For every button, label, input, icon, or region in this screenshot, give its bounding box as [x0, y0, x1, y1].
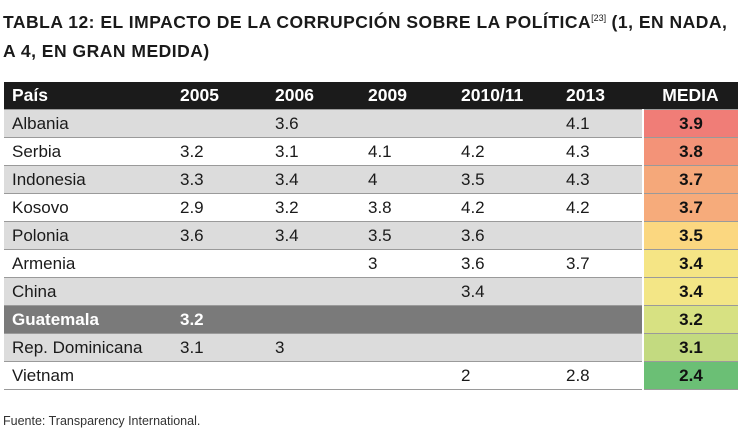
value-cell-y2013: 4.3: [566, 165, 643, 194]
media-cell: 3.1: [642, 333, 738, 362]
value-cell-y2005: [180, 361, 275, 390]
value-cell-y2005: 3.3: [180, 165, 275, 194]
country-cell: Polonia: [4, 221, 180, 250]
source-note: Fuente: Transparency International.: [3, 414, 201, 428]
value-cell-y2010: 3.6: [461, 221, 566, 250]
country-cell: Vietnam: [4, 361, 180, 390]
country-cell: Serbia: [4, 137, 180, 166]
value-cell-y2009: [368, 109, 461, 138]
value-cell-y2009: [368, 277, 461, 306]
value-cell-y2013: [566, 221, 643, 250]
table-row: Rep. Dominicana 3.1 3 3.1: [4, 333, 738, 362]
value-cell-y2009: 4.1: [368, 137, 461, 166]
value-cell-y2005: 3.2: [180, 305, 275, 334]
media-cell: 3.5: [642, 221, 738, 250]
country-cell: Albania: [4, 109, 180, 138]
country-cell: Rep. Dominicana: [4, 333, 180, 362]
title-text-end: (1, EN NADA,: [606, 12, 728, 32]
table-row: Guatemala 3.2 3.2: [4, 305, 738, 334]
header-2013: 2013: [566, 82, 643, 110]
value-cell-y2009: [368, 305, 461, 334]
data-table: País 2005 2006 2009 2010/11 2013 MEDIA A…: [4, 82, 738, 390]
table-row: Kosovo 2.9 3.2 3.8 4.2 4.2 3.7: [4, 193, 738, 222]
header-2009: 2009: [368, 82, 461, 110]
value-cell-y2010: [461, 305, 566, 334]
value-cell-y2006: 3: [275, 333, 368, 362]
table-row: Serbia 3.2 3.1 4.1 4.2 4.3 3.8: [4, 137, 738, 166]
media-cell: 3.4: [642, 249, 738, 278]
value-cell-y2013: 2.8: [566, 361, 643, 390]
header-media: MEDIA: [643, 82, 738, 110]
value-cell-y2006: [275, 249, 368, 278]
header-row: País 2005 2006 2009 2010/11 2013 MEDIA: [4, 82, 738, 110]
value-cell-y2010: 4.2: [461, 193, 566, 222]
value-cell-y2005: 2.9: [180, 193, 275, 222]
table-title: TABLA 12: EL IMPACTO DE LA CORRUPCIÓN SO…: [3, 4, 738, 66]
value-cell-y2005: 3.1: [180, 333, 275, 362]
value-cell-y2013: 4.3: [566, 137, 643, 166]
value-cell-y2010: 3.5: [461, 165, 566, 194]
value-cell-y2009: [368, 361, 461, 390]
value-cell-y2005: [180, 109, 275, 138]
media-cell: 3.8: [642, 137, 738, 166]
value-cell-y2010: 3.6: [461, 249, 566, 278]
media-cell: 3.7: [642, 165, 738, 194]
value-cell-y2009: [368, 333, 461, 362]
value-cell-y2013: [566, 305, 643, 334]
value-cell-y2006: [275, 361, 368, 390]
value-cell-y2009: 3.5: [368, 221, 461, 250]
value-cell-y2009: 3: [368, 249, 461, 278]
table-row: Indonesia 3.3 3.4 4 3.5 4.3 3.7: [4, 165, 738, 194]
value-cell-y2006: 3.2: [275, 193, 368, 222]
value-cell-y2006: 3.1: [275, 137, 368, 166]
value-cell-y2009: 3.8: [368, 193, 461, 222]
value-cell-y2013: [566, 277, 643, 306]
value-cell-y2005: 3.6: [180, 221, 275, 250]
value-cell-y2010: 3.4: [461, 277, 566, 306]
country-cell: China: [4, 277, 180, 306]
value-cell-y2005: 3.2: [180, 137, 275, 166]
value-cell-y2005: [180, 249, 275, 278]
title-text-line2: A 4, EN GRAN MEDIDA): [3, 41, 210, 61]
value-cell-y2013: [566, 333, 643, 362]
value-cell-y2006: 3.4: [275, 165, 368, 194]
header-2010-11: 2010/11: [461, 82, 566, 110]
value-cell-y2006: 3.4: [275, 221, 368, 250]
country-cell: Indonesia: [4, 165, 180, 194]
table-row: Vietnam 2 2.8 2.4: [4, 361, 738, 390]
media-cell: 3.4: [642, 277, 738, 306]
value-cell-y2005: [180, 277, 275, 306]
header-2006: 2006: [275, 82, 368, 110]
value-cell-y2013: 4.1: [566, 109, 643, 138]
media-cell: 3.2: [642, 305, 738, 334]
country-cell: Armenia: [4, 249, 180, 278]
value-cell-y2013: 3.7: [566, 249, 643, 278]
header-2005: 2005: [180, 82, 275, 110]
value-cell-y2010: 2: [461, 361, 566, 390]
media-cell: 3.9: [642, 109, 738, 138]
country-cell: Guatemala: [4, 305, 180, 334]
table-row: Armenia 3 3.6 3.7 3.4: [4, 249, 738, 278]
value-cell-y2013: 4.2: [566, 193, 643, 222]
header-pais: País: [4, 82, 180, 110]
country-cell: Kosovo: [4, 193, 180, 222]
value-cell-y2009: 4: [368, 165, 461, 194]
value-cell-y2010: 4.2: [461, 137, 566, 166]
title-text: TABLA 12: EL IMPACTO DE LA CORRUPCIÓN SO…: [3, 12, 592, 32]
value-cell-y2006: [275, 305, 368, 334]
table-row: Albania 3.6 4.1 3.9: [4, 109, 738, 138]
title-reference: [23]: [591, 13, 607, 23]
value-cell-y2010: [461, 333, 566, 362]
value-cell-y2006: [275, 277, 368, 306]
table-row: China 3.4 3.4: [4, 277, 738, 306]
value-cell-y2006: 3.6: [275, 109, 368, 138]
value-cell-y2010: [461, 109, 566, 138]
table-row: Polonia 3.6 3.4 3.5 3.6 3.5: [4, 221, 738, 250]
media-cell: 2.4: [642, 361, 738, 390]
media-cell: 3.7: [642, 193, 738, 222]
